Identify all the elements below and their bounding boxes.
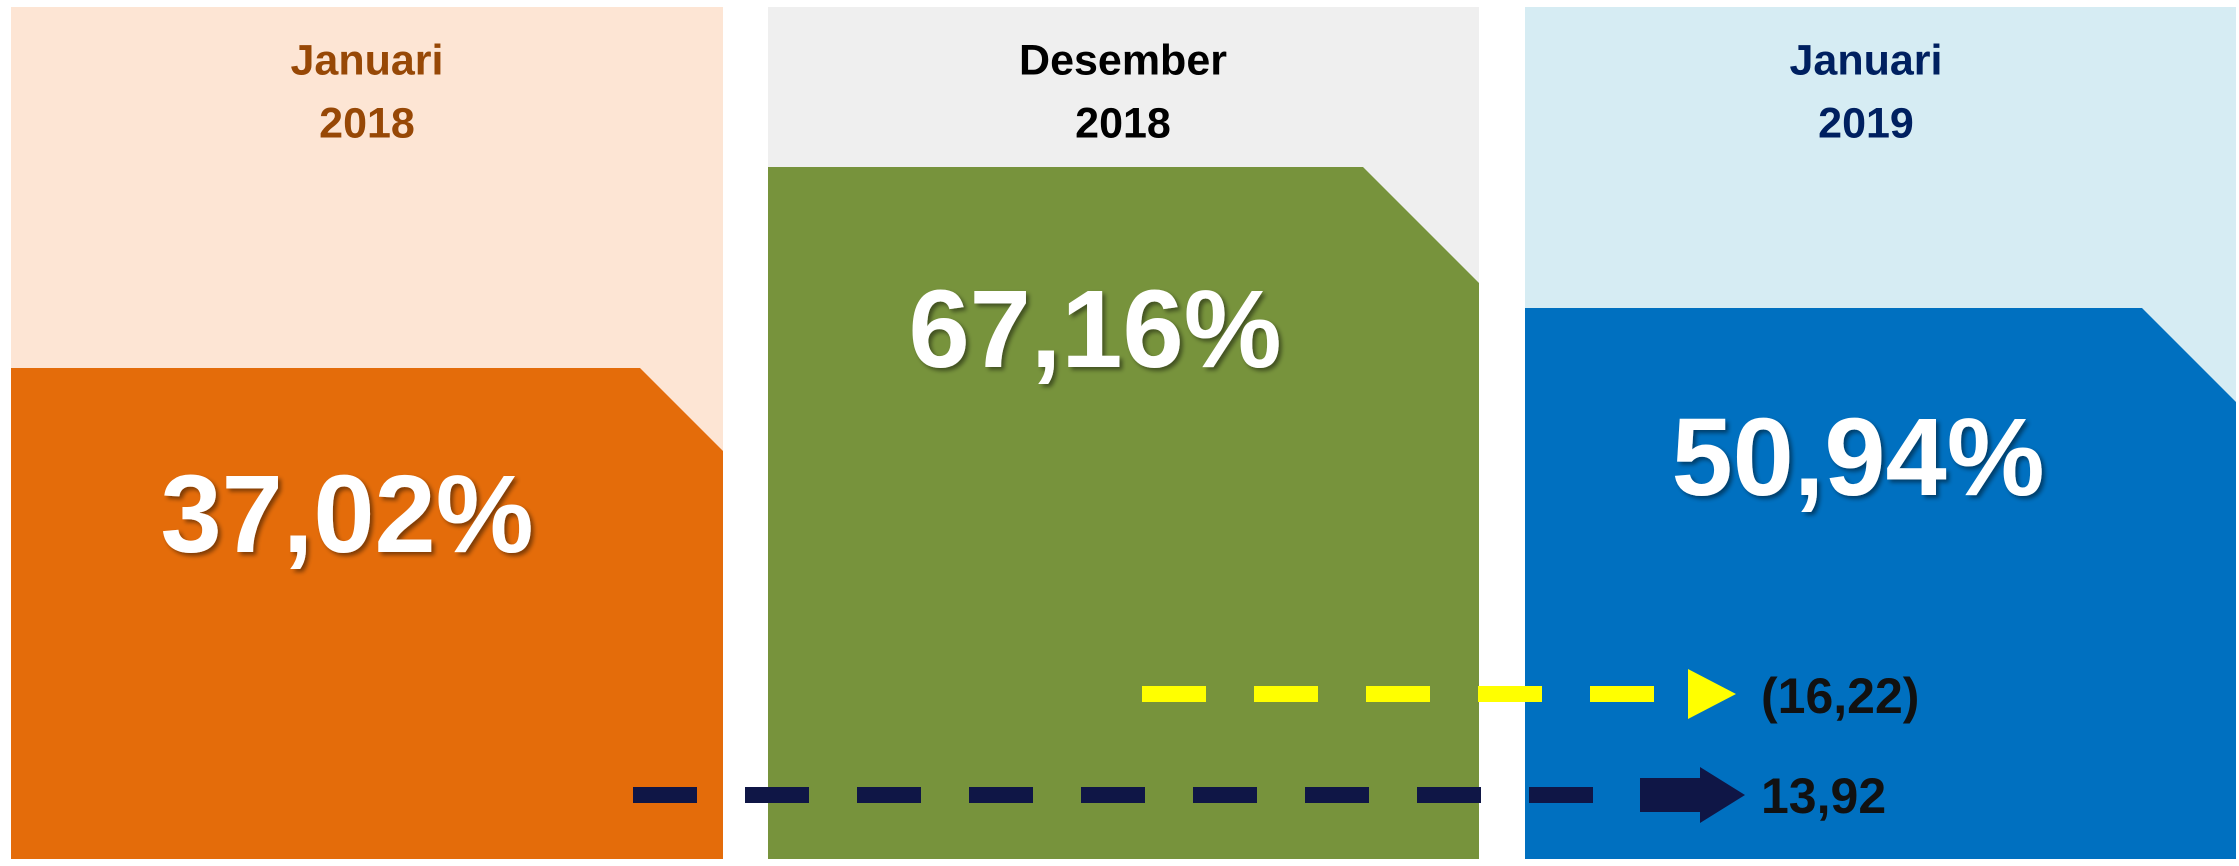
panel-title: Januari: [291, 36, 444, 84]
panel-title: 2018: [1075, 99, 1171, 147]
panel-title: Januari: [1790, 36, 1943, 84]
change-label: 13,92: [1761, 768, 1886, 824]
change-label: (16,22): [1761, 668, 1919, 724]
panel-fill: [11, 368, 723, 859]
panel-value: 50,94%: [1671, 396, 2044, 519]
arrow-head: [1688, 669, 1736, 719]
panel-title: 2019: [1818, 99, 1914, 147]
panel-value: 37,02%: [160, 453, 533, 576]
panel-title: Desember: [1019, 36, 1227, 84]
panel-fill: [1525, 308, 2236, 859]
panel-title: 2018: [319, 99, 415, 147]
panel-value: 67,16%: [908, 268, 1281, 391]
arrow-head: [1640, 767, 1745, 823]
